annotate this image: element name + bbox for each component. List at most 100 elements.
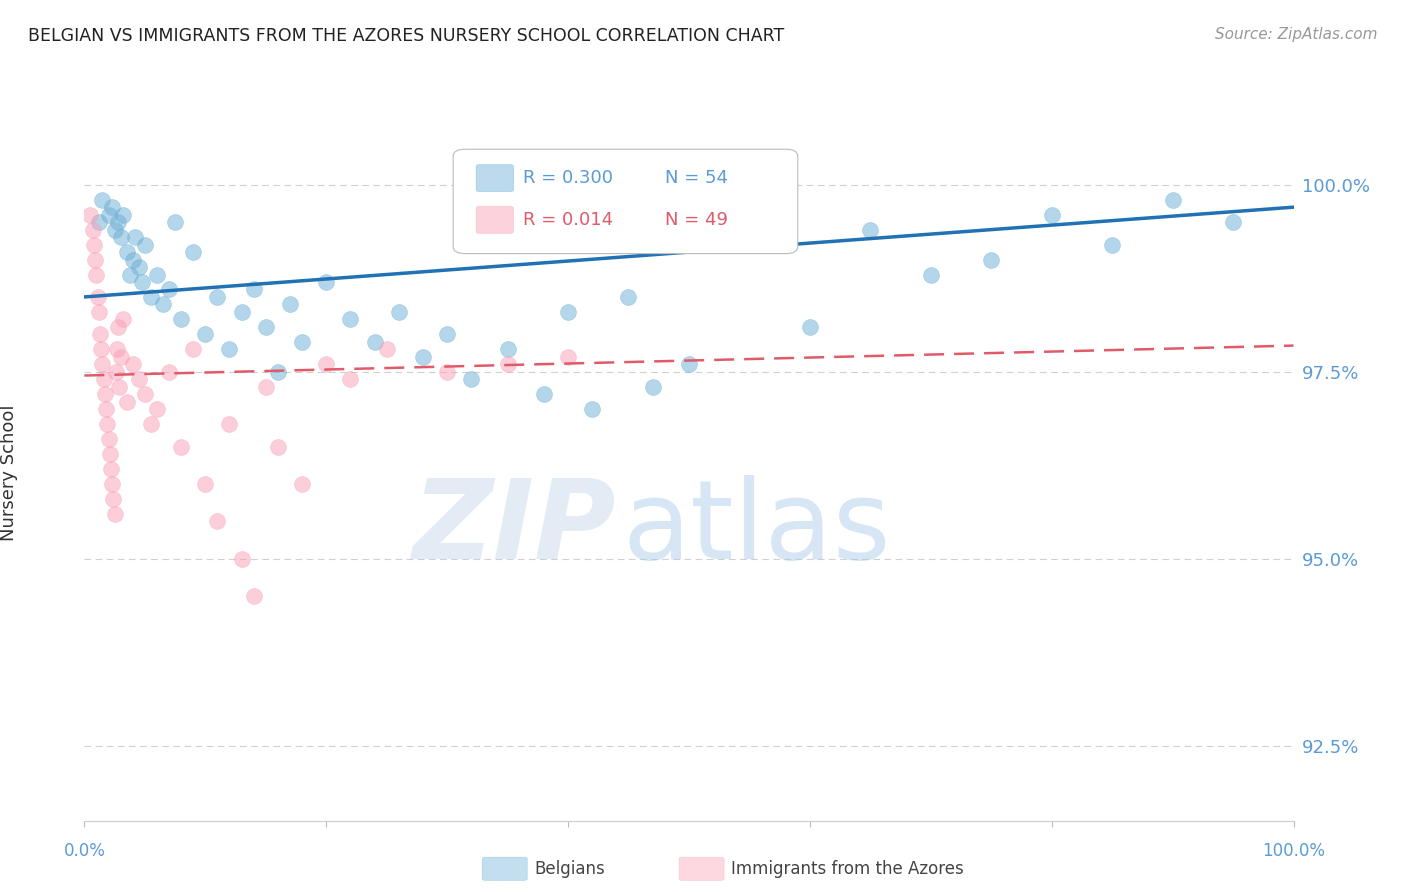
- Point: [104, 507, 127, 521]
- Point: [375, 343, 398, 357]
- Point: [112, 312, 135, 326]
- Point: [339, 312, 361, 326]
- Point: [207, 515, 229, 529]
- Point: [146, 268, 169, 282]
- Text: R = 0.014: R = 0.014: [523, 211, 613, 228]
- Point: [315, 275, 337, 289]
- Point: [412, 350, 434, 364]
- Point: [103, 491, 125, 506]
- Point: [83, 237, 105, 252]
- Point: [267, 365, 290, 379]
- Point: [98, 447, 121, 461]
- Point: [107, 319, 129, 334]
- Point: [157, 283, 180, 297]
- Point: [94, 402, 117, 417]
- Point: [134, 237, 156, 252]
- Point: [96, 417, 118, 431]
- Point: [86, 290, 108, 304]
- Point: [436, 365, 458, 379]
- Point: [105, 343, 128, 357]
- Point: [460, 372, 482, 386]
- Point: [859, 222, 882, 236]
- Point: [104, 222, 127, 236]
- Point: [86, 268, 108, 282]
- Point: [207, 290, 229, 304]
- Point: [79, 208, 101, 222]
- Point: [242, 283, 264, 297]
- Point: [90, 343, 112, 357]
- Point: [93, 372, 115, 386]
- Point: [1161, 193, 1184, 207]
- Point: [128, 260, 150, 274]
- Point: [139, 417, 162, 431]
- Text: N = 54: N = 54: [665, 169, 728, 186]
- Point: [101, 477, 124, 491]
- Point: [128, 372, 150, 386]
- FancyBboxPatch shape: [477, 164, 513, 192]
- Point: [617, 290, 640, 304]
- FancyBboxPatch shape: [477, 206, 513, 234]
- Point: [115, 394, 138, 409]
- Point: [121, 357, 143, 371]
- Point: [181, 343, 204, 357]
- Point: [165, 215, 187, 229]
- Point: [218, 417, 240, 431]
- Point: [120, 268, 142, 282]
- Point: [87, 305, 110, 319]
- Point: [231, 305, 253, 319]
- Text: atlas: atlas: [623, 475, 891, 582]
- Point: [100, 462, 122, 476]
- Point: [641, 380, 664, 394]
- Point: [242, 589, 264, 603]
- Point: [170, 312, 193, 326]
- Point: [1101, 237, 1123, 252]
- Point: [91, 357, 114, 371]
- Point: [254, 319, 277, 334]
- Point: [152, 297, 174, 311]
- Point: [139, 290, 162, 304]
- Point: [89, 327, 111, 342]
- Point: [87, 215, 110, 229]
- Point: [84, 252, 107, 267]
- Point: [97, 208, 120, 222]
- Point: [291, 334, 314, 349]
- Point: [115, 245, 138, 260]
- Text: ZIP: ZIP: [413, 475, 616, 582]
- Point: [104, 365, 127, 379]
- Point: [218, 343, 240, 357]
- Point: [267, 440, 290, 454]
- Point: [112, 208, 135, 222]
- Point: [170, 440, 193, 454]
- Text: Immigrants from the Azores: Immigrants from the Azores: [731, 860, 965, 878]
- Point: [101, 200, 124, 214]
- Text: 0.0%: 0.0%: [63, 841, 105, 860]
- Point: [738, 237, 761, 252]
- Point: [581, 402, 603, 417]
- Point: [194, 327, 217, 342]
- Point: [678, 357, 700, 371]
- Point: [1040, 208, 1063, 222]
- Text: 100.0%: 100.0%: [1263, 841, 1324, 860]
- Point: [94, 387, 117, 401]
- Point: [231, 551, 253, 566]
- Point: [278, 297, 301, 311]
- Point: [157, 365, 180, 379]
- Text: BELGIAN VS IMMIGRANTS FROM THE AZORES NURSERY SCHOOL CORRELATION CHART: BELGIAN VS IMMIGRANTS FROM THE AZORES NU…: [28, 27, 785, 45]
- Point: [110, 230, 132, 244]
- Text: Nursery School: Nursery School: [0, 404, 18, 541]
- Point: [254, 380, 277, 394]
- Point: [131, 275, 153, 289]
- Point: [980, 252, 1002, 267]
- Point: [108, 380, 131, 394]
- Point: [496, 343, 519, 357]
- Point: [557, 350, 579, 364]
- Point: [1222, 215, 1244, 229]
- Text: N = 49: N = 49: [665, 211, 728, 228]
- Point: [91, 193, 114, 207]
- Point: [799, 319, 821, 334]
- Point: [315, 357, 337, 371]
- Point: [194, 477, 217, 491]
- Point: [134, 387, 156, 401]
- Point: [124, 230, 146, 244]
- Text: Belgians: Belgians: [534, 860, 605, 878]
